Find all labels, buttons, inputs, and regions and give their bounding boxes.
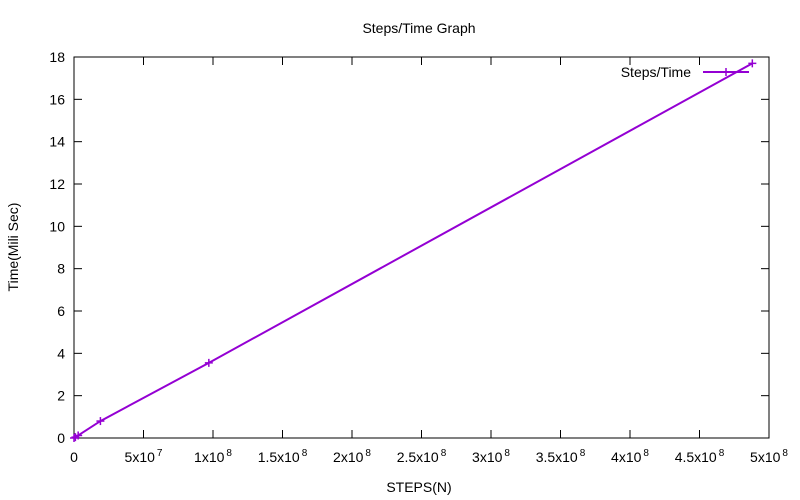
y-tick-label: 8 (57, 261, 65, 277)
x-tick-label: 1.5x10 8 (258, 448, 308, 465)
y-tick-label: 6 (57, 303, 65, 319)
x-tick-label: 5x10 8 (750, 448, 788, 465)
x-tick-label: 5x10 7 (125, 448, 163, 465)
y-axis-ticks: 0 2 4 6 8 10 12 14 16 18 (49, 49, 769, 446)
x-tick-label: 2x10 8 (333, 448, 371, 465)
x-tick-label: 2.5x10 8 (397, 448, 447, 465)
series-line-steps-time (73, 62, 753, 439)
y-tick-label: 10 (49, 218, 65, 234)
y-axis-title: Time(Mili Sec) (5, 203, 21, 292)
y-tick-label: 4 (57, 345, 65, 361)
x-tick-label: 4x10 8 (611, 448, 649, 465)
y-tick-label: 2 (57, 388, 65, 404)
legend-swatch-point (722, 68, 730, 76)
chart-title: Steps/Time Graph (362, 20, 475, 36)
data-point (748, 59, 757, 68)
x-tick-label: 1x10 8 (194, 448, 232, 465)
x-tick-label: 3x10 8 (472, 448, 510, 465)
x-axis-title: STEPS(N) (386, 479, 451, 495)
x-axis-ticks: 0 5x10 7 1x10 8 1.5x10 8 2x10 8 2.5x10 8 3x10 8 3.5x1… (70, 57, 788, 465)
y-tick-label: 0 (57, 430, 65, 446)
legend: Steps/Time (621, 64, 749, 80)
x-tick-label: 3.5x10 8 (536, 448, 586, 465)
series-layer (70, 59, 757, 442)
y-tick-label: 18 (49, 49, 65, 65)
data-point (70, 434, 78, 442)
data-point (96, 417, 105, 426)
x-tick-label: 4.5x10 8 (675, 448, 725, 465)
y-tick-label: 12 (49, 176, 65, 192)
legend-label-steps-time: Steps/Time (621, 64, 691, 80)
plot-axes (73, 56, 770, 439)
y-tick-label: 16 (49, 91, 65, 107)
plot-border (73, 56, 770, 439)
data-point (204, 358, 213, 367)
x-tick-label: 0 (70, 449, 78, 465)
y-tick-label: 14 (49, 134, 65, 150)
data-point (74, 431, 83, 440)
